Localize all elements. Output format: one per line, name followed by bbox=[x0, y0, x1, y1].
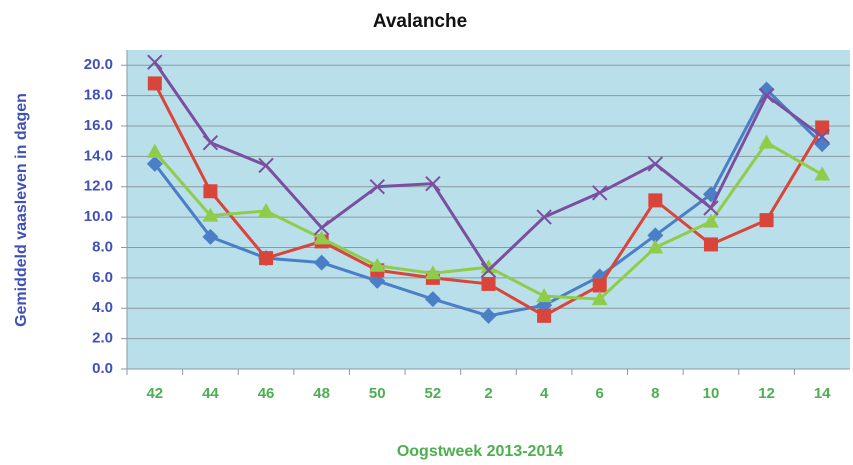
marker bbox=[647, 239, 664, 254]
marker bbox=[703, 237, 718, 252]
marker bbox=[758, 87, 775, 104]
x-tick-label: 50 bbox=[369, 385, 386, 402]
y-tick-label: 14.0 bbox=[84, 147, 113, 164]
marker bbox=[480, 307, 497, 324]
marker bbox=[703, 200, 719, 216]
marker bbox=[425, 175, 441, 192]
y-tick-label: 12.0 bbox=[84, 178, 113, 195]
marker bbox=[702, 213, 719, 228]
marker bbox=[592, 278, 607, 293]
marker bbox=[146, 155, 163, 172]
marker bbox=[815, 120, 830, 135]
marker bbox=[369, 257, 386, 272]
x-tick-label: 6 bbox=[596, 385, 604, 402]
marker bbox=[147, 76, 162, 91]
chart-title: Avalanche bbox=[373, 11, 467, 32]
marker bbox=[424, 291, 441, 308]
x-axis-title: Oogstweek 2013-2014 bbox=[397, 443, 563, 460]
marker bbox=[313, 254, 330, 271]
marker bbox=[537, 308, 552, 323]
x-tick-label: 2 bbox=[484, 385, 492, 402]
y-axis-title: Gemiddeld vaasleven in dagen bbox=[13, 93, 30, 327]
y-tick-label: 20.0 bbox=[84, 56, 113, 73]
x-tick-label: 8 bbox=[651, 385, 659, 402]
marker bbox=[814, 128, 830, 145]
marker bbox=[203, 184, 218, 199]
marker bbox=[481, 276, 496, 291]
marker bbox=[147, 54, 163, 70]
y-tick-label: 8.0 bbox=[92, 238, 113, 255]
x-tick-label: 10 bbox=[703, 385, 720, 402]
marker bbox=[369, 179, 385, 195]
x-tick-label: 4 bbox=[540, 385, 549, 402]
marker bbox=[313, 230, 330, 245]
marker bbox=[648, 193, 663, 208]
marker bbox=[202, 134, 219, 151]
y-tick-label: 0.0 bbox=[92, 360, 113, 377]
marker bbox=[146, 143, 163, 158]
x-tick-label: 52 bbox=[425, 385, 442, 402]
marker bbox=[258, 203, 275, 218]
marker bbox=[202, 207, 219, 222]
y-tick-label: 18.0 bbox=[84, 87, 113, 104]
x-tick-label: 42 bbox=[146, 385, 163, 402]
x-tick-label: 44 bbox=[202, 385, 219, 402]
y-tick-label: 10.0 bbox=[84, 208, 113, 225]
x-tick-label: 14 bbox=[814, 385, 831, 402]
marker bbox=[759, 213, 774, 228]
x-tick-label: 12 bbox=[758, 385, 775, 402]
y-tick-label: 16.0 bbox=[84, 117, 113, 134]
x-tick-label: 46 bbox=[258, 385, 275, 402]
marker bbox=[536, 209, 552, 225]
marker bbox=[480, 259, 497, 274]
marker bbox=[591, 291, 608, 306]
y-tick-label: 4.0 bbox=[92, 299, 113, 316]
marker bbox=[424, 265, 441, 280]
marker bbox=[592, 185, 608, 201]
marker bbox=[313, 220, 330, 236]
marker bbox=[647, 156, 664, 172]
marker bbox=[758, 81, 775, 98]
marker bbox=[814, 166, 831, 181]
y-tick-label: 2.0 bbox=[92, 330, 113, 347]
marker bbox=[258, 157, 274, 174]
marker bbox=[758, 134, 775, 149]
x-tick-label: 48 bbox=[313, 385, 330, 402]
marker bbox=[536, 288, 553, 303]
marker bbox=[480, 262, 497, 278]
marker bbox=[202, 228, 219, 245]
marker bbox=[259, 251, 274, 266]
y-tick-label: 6.0 bbox=[92, 269, 113, 286]
marker bbox=[647, 227, 664, 244]
